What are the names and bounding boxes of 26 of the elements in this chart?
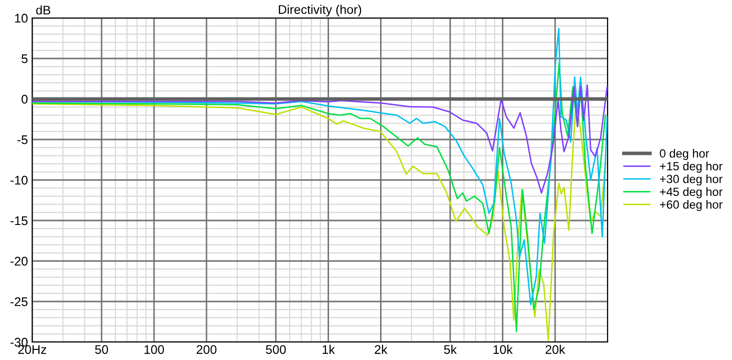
x-tick-label: 50	[95, 345, 108, 354]
x-tick-label: 5k	[444, 344, 457, 354]
legend-label: +45 deg hor	[660, 187, 723, 198]
y-tick-label: 0	[22, 94, 28, 104]
y-axis-title: dB	[36, 5, 50, 15]
y-tick-label: -20	[10, 256, 28, 266]
legend-label: +30 deg hor	[660, 174, 723, 186]
y-tick-label: 5	[22, 54, 28, 64]
x-tick-label: 20k	[546, 344, 566, 354]
legend-label: 0 deg hor	[660, 148, 710, 160]
x-tick-label: 20Hz	[18, 345, 46, 354]
x-tick-label: 2k	[374, 344, 388, 354]
y-tick-label: -10	[10, 176, 28, 185]
x-tick-label: 100	[144, 345, 164, 354]
chart-title: Directivity (hor)	[278, 4, 362, 16]
x-tick-label: 10k	[494, 344, 513, 354]
legend-label: +15 deg hor	[660, 162, 723, 173]
x-tick-label: 200	[196, 345, 216, 354]
x-tick-label: 500	[266, 345, 286, 354]
x-tick-label: 1k	[322, 344, 335, 354]
y-tick-label: -5	[17, 135, 28, 144]
y-tick-label: 10	[15, 14, 28, 23]
legend-label: +60 deg hor	[660, 200, 723, 212]
y-tick-label: -30	[10, 338, 28, 347]
y-tick-label: -15	[10, 216, 28, 226]
y-tick-label: -25	[10, 297, 28, 306]
